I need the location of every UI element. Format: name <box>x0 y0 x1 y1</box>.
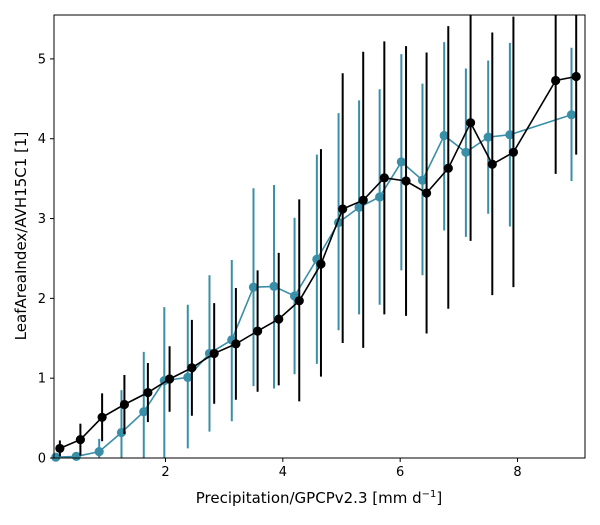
x-axis-label-suffix: ] <box>436 489 442 507</box>
data-point <box>354 202 364 212</box>
data-point <box>316 259 326 269</box>
data-point <box>421 188 432 198</box>
data-point <box>231 339 241 349</box>
data-point <box>139 407 149 417</box>
data-point <box>55 443 65 454</box>
data-point <box>75 435 86 445</box>
data-point <box>571 71 581 82</box>
data-point <box>51 452 61 462</box>
x-tick-label: 4 <box>279 465 287 480</box>
data-point <box>248 282 259 292</box>
y-axis-label: LeafAreaIndex/AVH15C1 [1] <box>12 132 30 341</box>
data-point <box>566 110 577 120</box>
data-point <box>274 314 284 324</box>
data-point <box>143 387 153 398</box>
data-point <box>119 399 130 410</box>
data-point <box>401 176 411 186</box>
data-point <box>396 157 406 167</box>
data-point <box>465 118 476 128</box>
data-point <box>358 195 368 205</box>
series-1 <box>55 15 581 457</box>
y-tick-label: 3 <box>38 212 46 227</box>
data-point <box>71 451 81 462</box>
data-point <box>375 192 385 202</box>
data-point <box>164 374 175 384</box>
x-axis-label-text: Precipitation/GPCPv2.3 [mm d <box>196 489 422 507</box>
series-0 <box>51 42 577 462</box>
x-axis: 2 4 6 8 <box>161 458 522 480</box>
data-point <box>483 132 493 142</box>
data-point <box>252 326 263 336</box>
data-point <box>209 348 219 359</box>
data-point <box>187 363 197 373</box>
y-tick-label: 4 <box>38 132 46 147</box>
axes-frame <box>53 14 586 459</box>
data-point <box>183 372 193 382</box>
data-point <box>551 75 561 86</box>
data-point <box>94 447 104 457</box>
data-point <box>461 147 471 157</box>
y-tick-label: 1 <box>38 372 46 387</box>
data-point <box>443 163 453 173</box>
data-point <box>379 173 389 183</box>
data-point <box>97 412 107 422</box>
y-axis: 0 1 2 3 4 5 <box>38 52 54 467</box>
data-point <box>487 159 497 169</box>
x-axis-label: Precipitation/GPCPv2.3 [mm d−1] <box>196 489 442 507</box>
data-point <box>439 130 449 141</box>
y-tick-label: 5 <box>38 52 46 67</box>
data-point <box>417 175 428 185</box>
x-axis-label-exponent: −1 <box>422 489 437 500</box>
data-point <box>338 204 348 214</box>
x-tick-label: 8 <box>513 465 521 480</box>
plot-area <box>51 15 581 462</box>
data-point <box>269 281 279 291</box>
data-point <box>508 147 519 157</box>
y-tick-label: 0 <box>38 452 46 467</box>
y-tick-label: 2 <box>38 292 46 307</box>
data-point <box>294 296 304 306</box>
data-point <box>505 130 515 140</box>
x-tick-label: 2 <box>161 465 169 480</box>
x-tick-label: 6 <box>396 465 404 480</box>
